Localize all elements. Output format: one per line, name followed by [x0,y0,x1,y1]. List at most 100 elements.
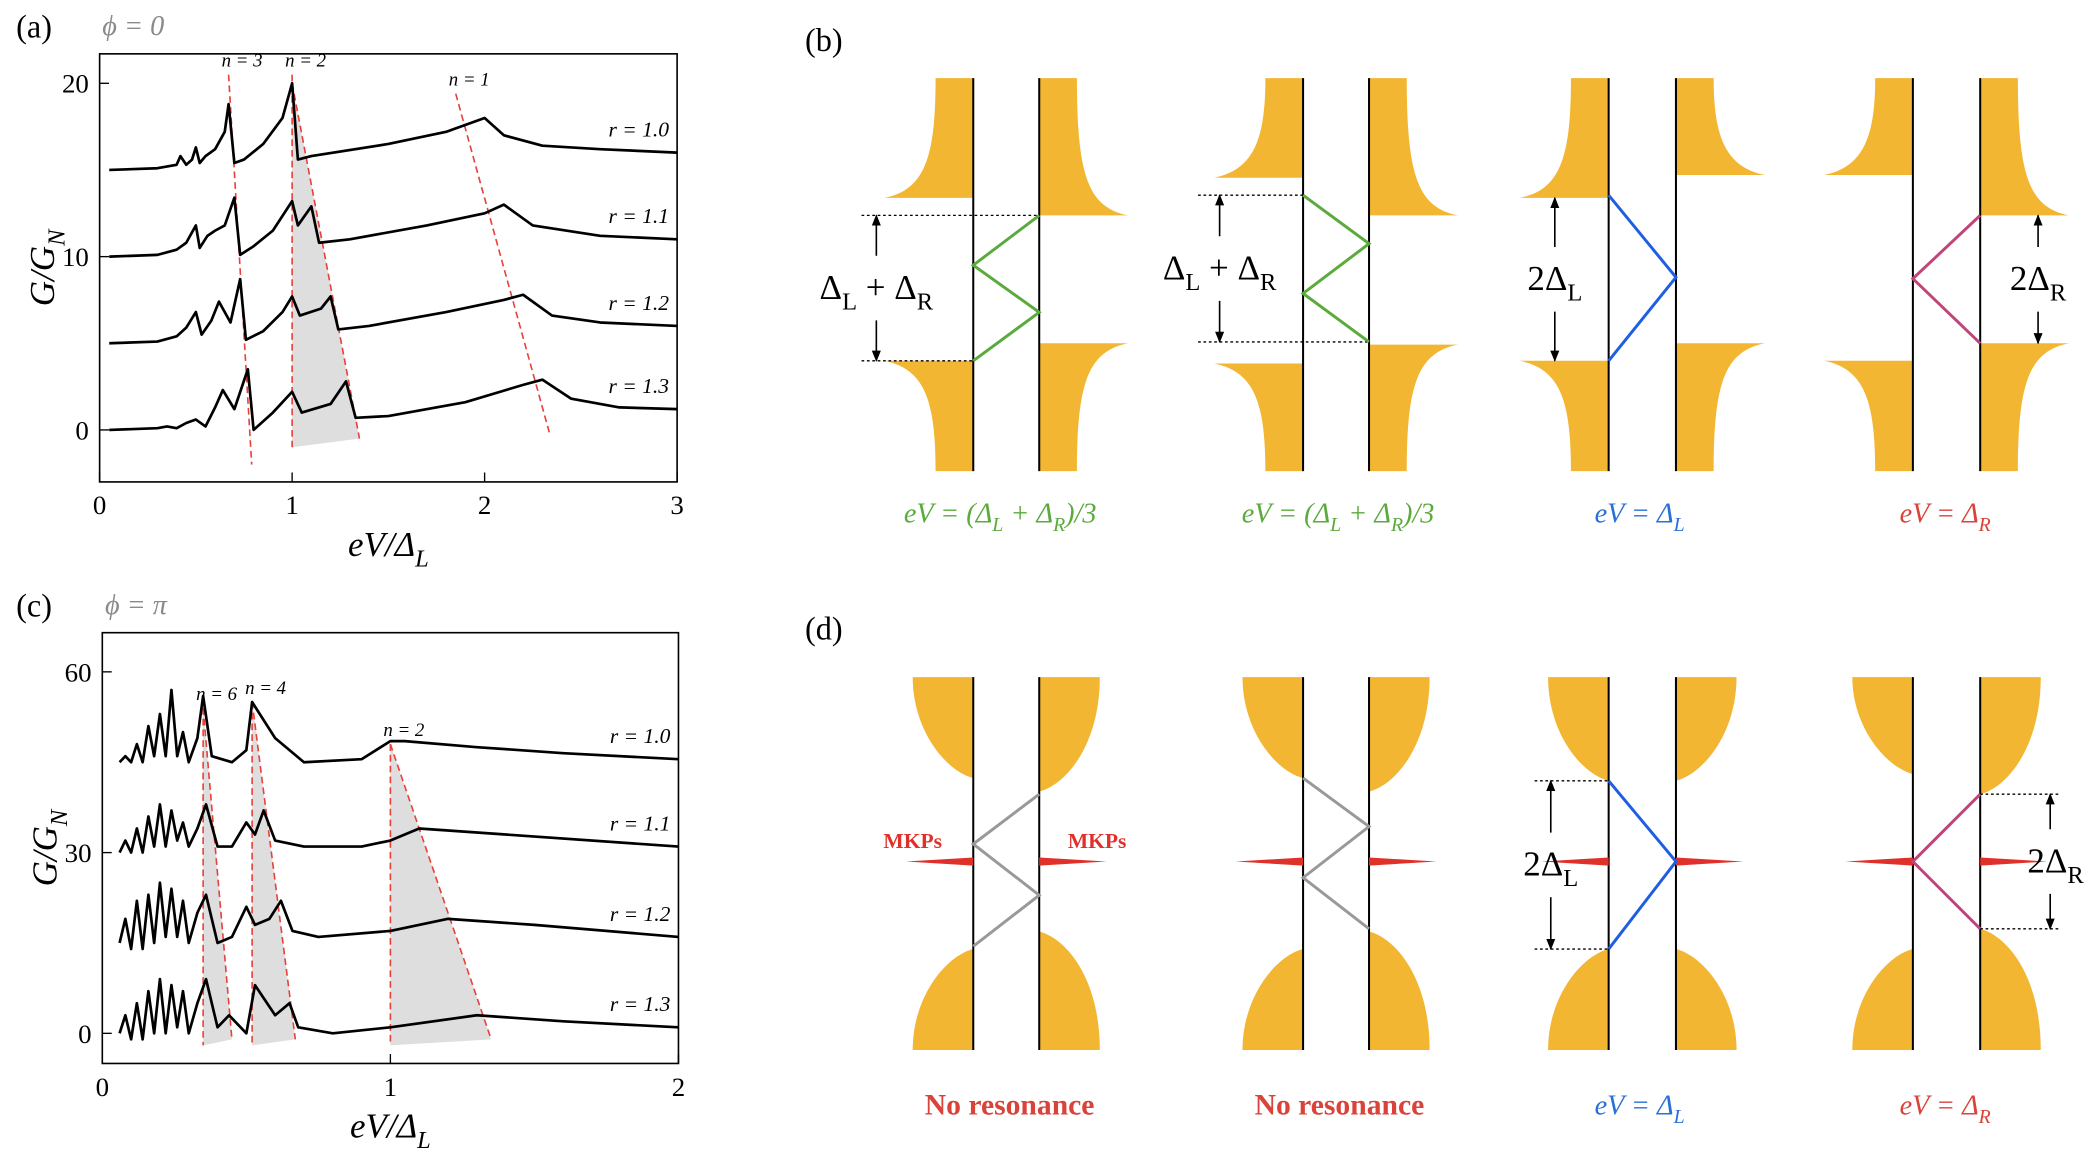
gap-shape [1214,78,1304,178]
data-line [109,277,678,345]
panel-title: ϕ = 0 [102,11,164,42]
data-line [118,977,679,1041]
text-part: eV = Δ [1595,1091,1674,1122]
text-part: R [1978,514,1991,536]
x-axis-label: eV/ΔL [350,1107,431,1155]
series-label: r = 1.3 [608,374,669,398]
gap-shape [1548,949,1609,1050]
x-axis-label: eV/ΔL [348,525,429,573]
x-tick-label: 3 [670,490,683,520]
gap-shape [884,78,974,198]
text-part: R [1978,1106,1991,1128]
text-part: eV = Δ [1900,1091,1979,1122]
x-tick-label: 2 [672,1072,685,1102]
panel-label: (b) [805,22,843,58]
mkp-spike [1980,857,2048,866]
text-part: R [1390,514,1403,536]
tunneling-path [970,793,1042,948]
gap-shape [912,949,974,1050]
data-line [109,196,678,258]
gap-shape [1369,677,1430,792]
series-label: r = 1.1 [608,204,669,228]
gap-shape [1039,931,1100,1050]
tunneling-path [1910,793,1982,930]
tunneling-path [1607,779,1678,950]
text-part: L [1563,865,1578,892]
data-line [109,367,678,432]
gap-shape [884,360,974,472]
data-line [118,881,679,951]
mkp-spike [1235,857,1304,866]
gap-shape [1852,949,1913,1050]
series-label: r = 1.3 [610,992,671,1016]
gap-label: 2ΔL [1523,845,1578,892]
guide-line [251,701,297,1040]
text-part: L [1673,514,1685,536]
gap-label: 2ΔR [2010,259,2067,307]
series-label: r = 1.2 [610,902,671,926]
text-part: eV/Δ [348,525,415,564]
text-part: R [1260,269,1277,296]
plot-frame [101,631,680,1065]
x-tick-label: 1 [285,490,298,520]
mkp-spike [1845,857,1913,866]
text-part: )/3 [1063,498,1096,529]
gap-shape [1369,78,1458,216]
gap-shape [1675,78,1765,175]
x-tick-label: 1 [384,1072,397,1102]
text-part: G/G [23,246,62,306]
text-part: L [414,545,429,572]
gap-shape [1369,931,1430,1050]
text-part: 2Δ [1527,259,1567,298]
caption: No resonance [1255,1090,1425,1122]
text-part: )/3 [1401,498,1434,529]
gap-label: ΔL + ΔR [1163,248,1277,296]
text-part: L [1567,280,1582,307]
text-part: No resonance [1255,1090,1425,1122]
text-part: eV = Δ [1595,498,1674,529]
gap-shape [1675,949,1737,1050]
text-part: 2Δ [2027,841,2067,880]
y-tick-label: 20 [62,69,89,99]
panel-title: ϕ = π [105,590,168,621]
text-part: + Δ [1003,498,1053,529]
panel-label: (a) [16,9,52,45]
y-axis-label: G/GN [26,808,74,886]
plot-frame [98,53,678,483]
series-label: r = 1.1 [610,811,671,835]
mkp-spike [1369,857,1437,866]
x-tick-label: 2 [478,490,491,520]
mkp-spike [1675,857,1744,866]
data-line [109,81,678,172]
gap-shape [1519,360,1609,472]
text-part: R [917,288,934,315]
caption: No resonance [925,1090,1095,1122]
text-part: eV = (Δ [1242,498,1330,529]
data-line [118,688,679,764]
caption: eV = (ΔL + ΔR)/3 [1242,498,1435,535]
text-part: eV/Δ [350,1107,417,1146]
x-tick-label: 0 [96,1072,109,1102]
text-part: L [1329,514,1341,536]
text-part: + Δ [1341,498,1391,529]
gap-shape [1242,949,1304,1050]
y-tick-label: 10 [62,242,89,272]
tunneling-path [1300,193,1372,344]
text-part: L [1673,1106,1685,1128]
text-part: L [416,1127,431,1154]
gap-shape [1369,344,1458,472]
text-part: Δ [1163,248,1186,287]
gap-label: ΔL + ΔR [820,268,934,316]
guide-label: n = 2 [383,720,424,741]
gap-shape [1980,928,2041,1050]
text-part: R [1052,514,1065,536]
mkp-spike [905,857,974,866]
tunneling-path [970,214,1042,362]
text-part: eV = (Δ [904,498,992,529]
gap-shape [1980,677,2041,795]
tunneling-path [1300,776,1372,931]
caption: eV = ΔL [1595,498,1685,535]
series-label: r = 1.0 [608,117,669,141]
